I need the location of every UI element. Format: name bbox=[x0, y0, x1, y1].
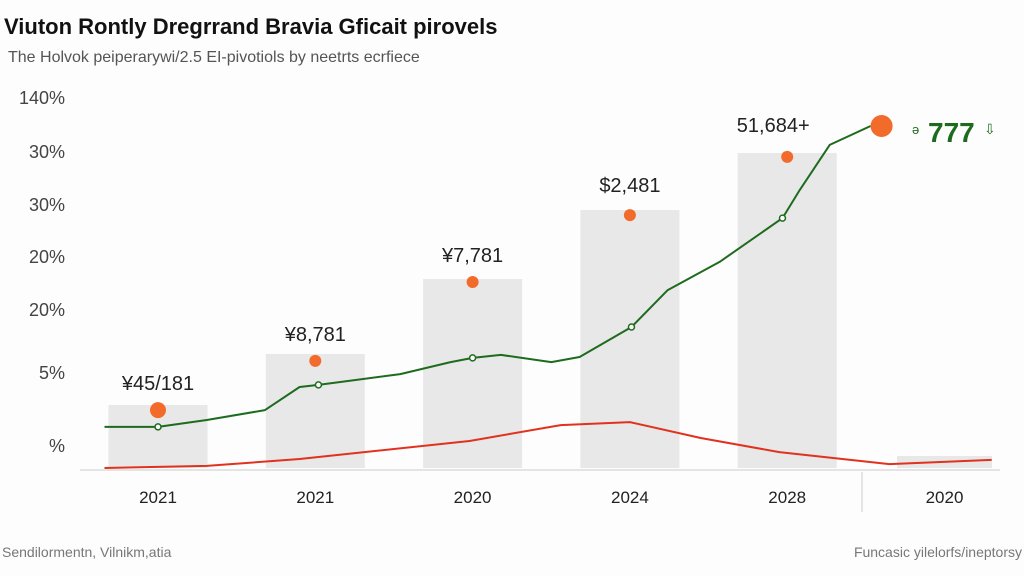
x-tick-label: 2028 bbox=[768, 488, 806, 507]
chart-subtitle: The Holvok peiperarywi/2.5 EI-pivotiols … bbox=[8, 49, 420, 66]
data-label: $2,481 bbox=[599, 175, 660, 197]
data-label: 51,684+ bbox=[737, 115, 810, 137]
y-tick-label: % bbox=[49, 436, 65, 456]
y-tick-label: 20% bbox=[29, 247, 65, 267]
data-label: ¥7,781 bbox=[441, 245, 503, 267]
orange-point bbox=[150, 402, 166, 419]
y-tick-label: 5% bbox=[39, 363, 65, 383]
green-marker bbox=[468, 354, 477, 362]
green-marker bbox=[778, 214, 787, 222]
x-tick-label: 2021 bbox=[296, 488, 334, 507]
chart-title: Viuton Rontly Dregrrand Bravia Gficait p… bbox=[4, 14, 498, 39]
footer-left: Sendilormentn, Vilnikm,atia bbox=[2, 544, 172, 560]
y-tick-label: 30% bbox=[29, 195, 65, 215]
bar bbox=[580, 210, 680, 468]
green-marker bbox=[154, 423, 162, 431]
x-tick-label: 2020 bbox=[926, 488, 964, 507]
data-label: ¥8,781 bbox=[284, 324, 346, 346]
bar bbox=[737, 153, 837, 468]
download-icon: ⇩ bbox=[984, 121, 996, 137]
y-tick-label: 140% bbox=[19, 88, 65, 108]
green-marker bbox=[314, 381, 323, 389]
orange-point bbox=[781, 150, 794, 163]
red-series-line bbox=[104, 421, 992, 469]
leaf-icon: ə bbox=[912, 122, 919, 137]
y-tick-label: 30% bbox=[29, 142, 65, 162]
bar bbox=[423, 279, 523, 468]
highlight-value: 777 bbox=[928, 117, 975, 148]
bar bbox=[265, 354, 365, 468]
orange-point bbox=[309, 354, 322, 367]
x-tick-label: 2021 bbox=[139, 488, 177, 507]
orange-point bbox=[466, 276, 479, 288]
data-label: ¥45/181 bbox=[121, 373, 194, 395]
green-marker bbox=[627, 323, 636, 331]
x-tick-label: 2024 bbox=[611, 488, 649, 507]
orange-point bbox=[870, 115, 893, 137]
footer-right: Funcasic yilelorfs/ineptorsy bbox=[853, 544, 1022, 560]
x-tick-label: 2020 bbox=[454, 488, 492, 507]
y-tick-label: 20% bbox=[29, 300, 65, 320]
orange-point bbox=[623, 209, 636, 222]
